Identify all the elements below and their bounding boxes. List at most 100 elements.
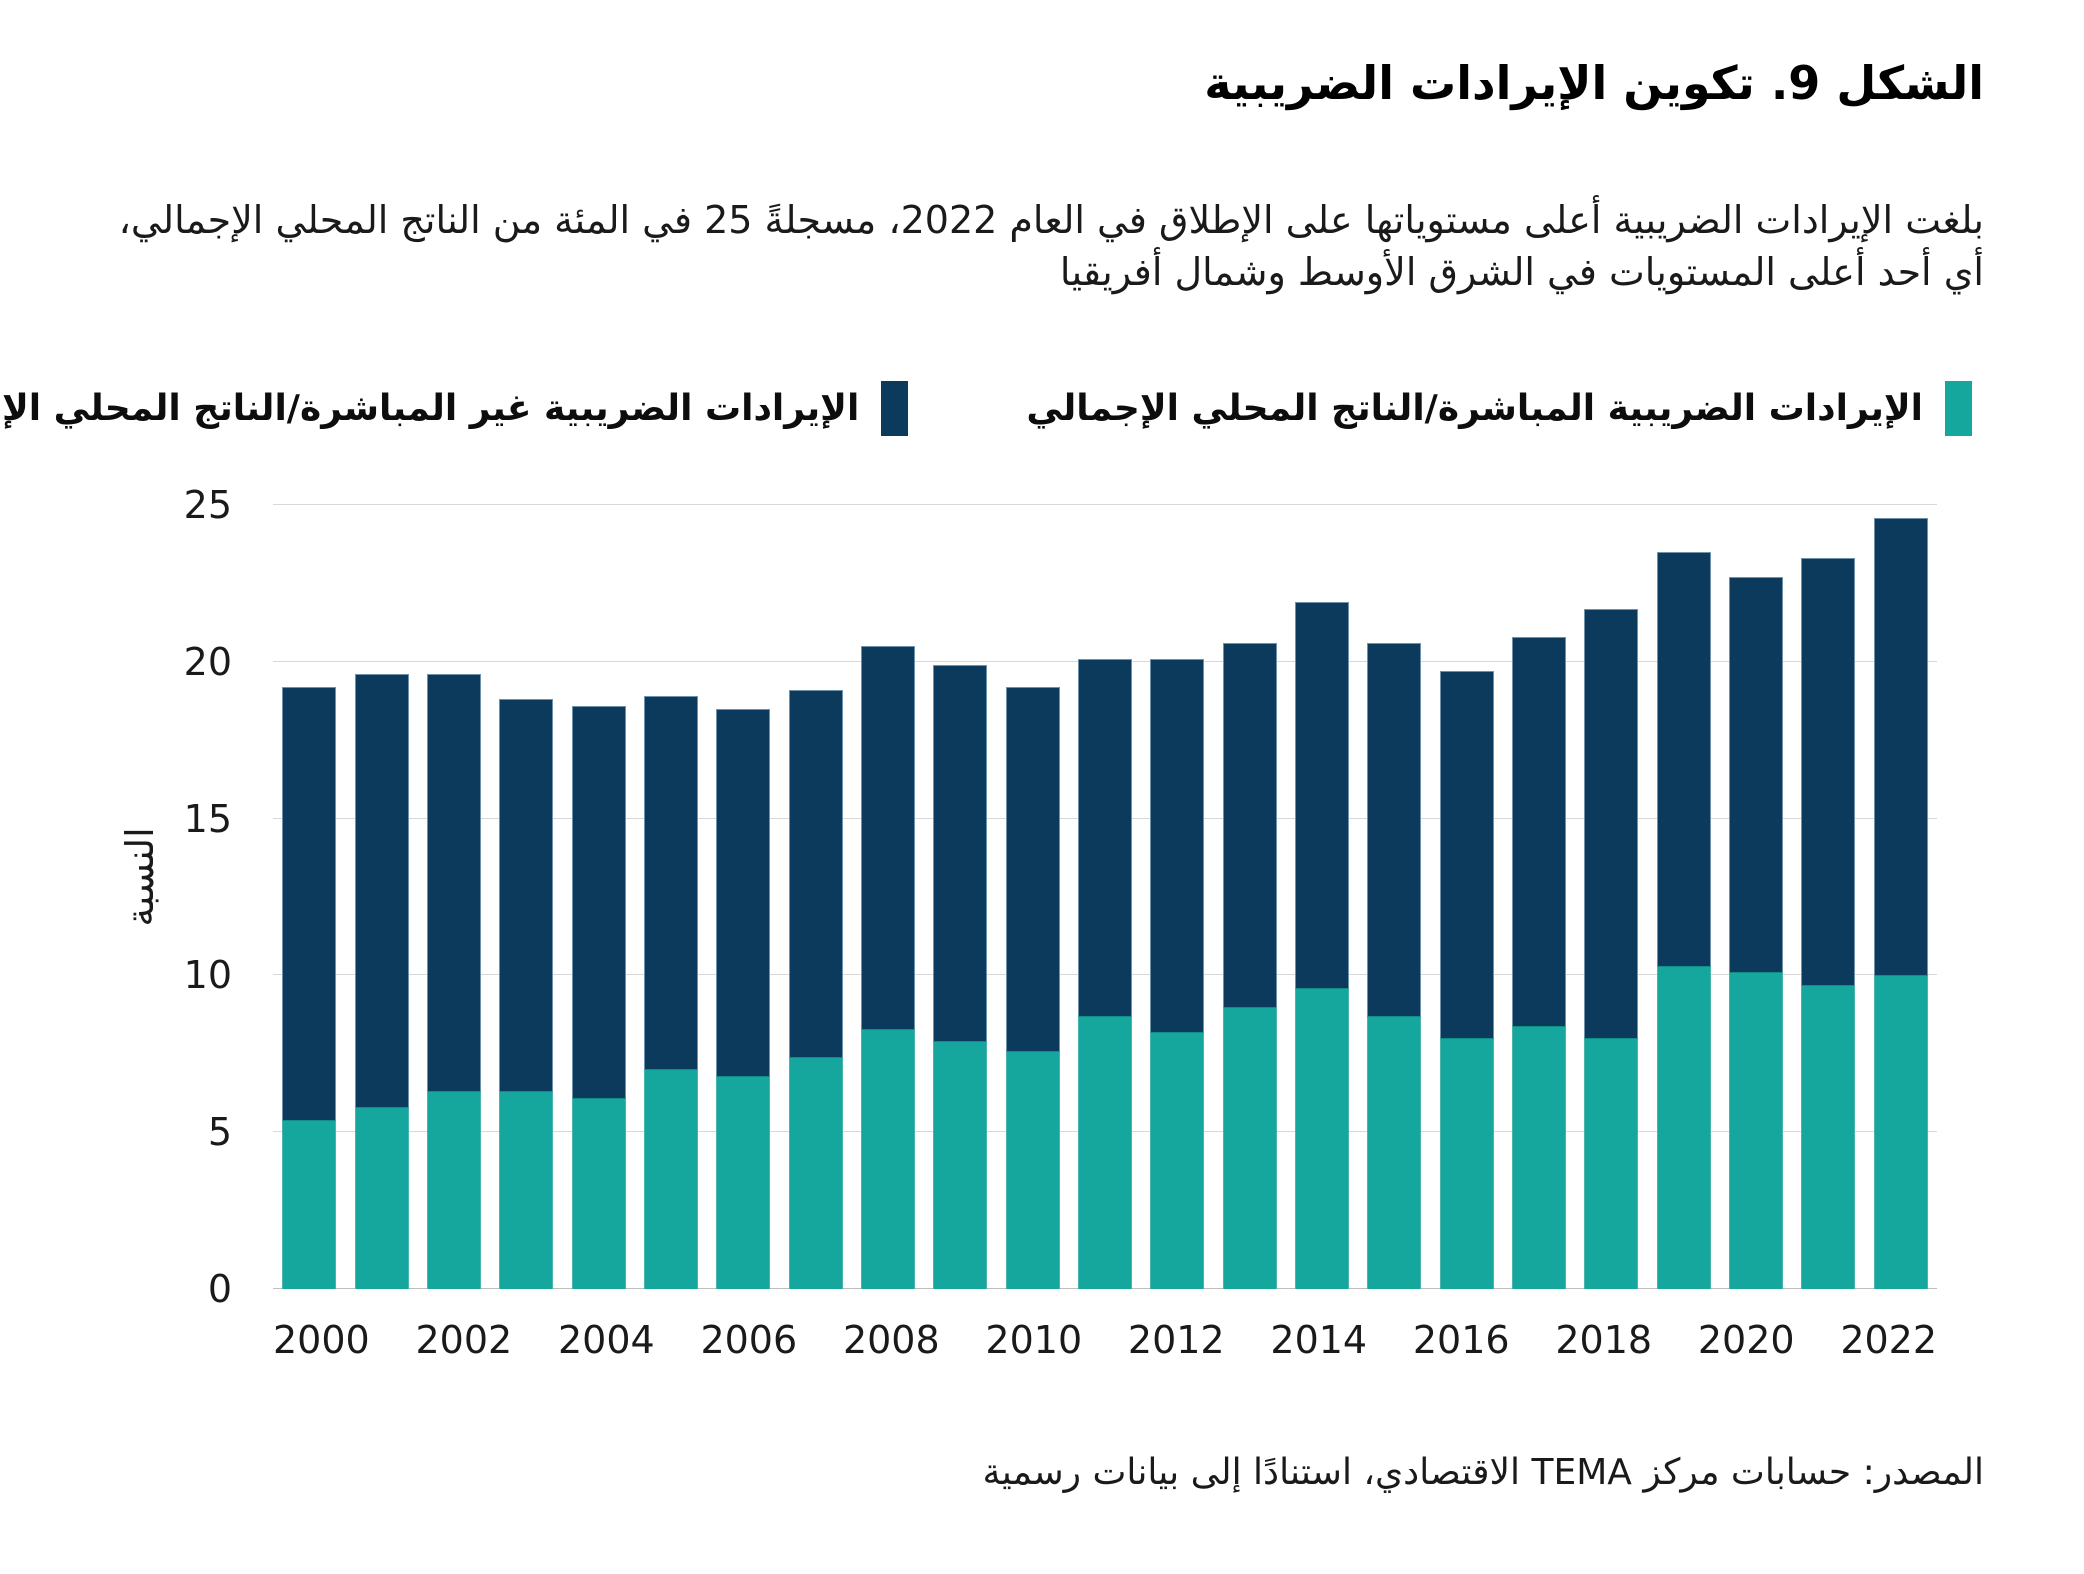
bar-2014	[1294, 505, 1349, 1289]
bar-2004-segment-indirect	[571, 705, 626, 1098]
bar-2005-segment-direct	[643, 1069, 698, 1289]
legend-swatch-direct-icon	[1945, 381, 1972, 436]
bar-2022	[1873, 505, 1928, 1289]
bar-slot-2008	[852, 505, 924, 1289]
bar-2009-segment-direct	[933, 1041, 988, 1289]
bar-2015-segment-indirect	[1367, 643, 1422, 1017]
bar-2012	[1150, 505, 1205, 1289]
x-tick-label-2016: 2016	[1412, 1318, 1510, 1362]
bar-2004	[571, 505, 626, 1289]
bar-2014-segment-indirect	[1294, 602, 1349, 988]
chart-legend: الإيرادات الضريبية المباشرة/الناتج المحل…	[0, 381, 1972, 436]
bar-2020	[1729, 505, 1784, 1289]
bar-2001	[354, 505, 409, 1289]
gridline-25	[273, 504, 1937, 505]
x-tick-label-2022: 2022	[1840, 1318, 1938, 1362]
bar-2016-segment-direct	[1439, 1038, 1494, 1289]
x-tick-label-2014: 2014	[1270, 1318, 1368, 1362]
x-tick-label-2020: 2020	[1697, 1318, 1795, 1362]
x-tick-label-2008: 2008	[842, 1318, 940, 1362]
bar-slot-2014	[1286, 505, 1358, 1289]
figure-subtitle: بلغت الإيرادات الضريبية أعلى مستوياتها ع…	[118, 198, 1984, 295]
bar-2002-segment-direct	[426, 1091, 481, 1289]
bar-2011	[1077, 505, 1132, 1289]
bar-2011-segment-indirect	[1077, 658, 1132, 1017]
x-tick-label-2006: 2006	[700, 1318, 798, 1362]
x-tick-empty	[370, 1318, 416, 1368]
legend-swatch-indirect-icon	[881, 381, 909, 436]
bar-2015-segment-direct	[1367, 1016, 1422, 1289]
bar-2017-segment-indirect	[1512, 636, 1567, 1026]
bar-2014-segment-direct	[1294, 987, 1349, 1289]
bar-2019-segment-direct	[1656, 966, 1711, 1289]
bar-slot-2006	[707, 505, 779, 1289]
x-tick-empty	[512, 1318, 558, 1368]
x-tick-empty	[1795, 1318, 1841, 1368]
bar-2000-segment-direct	[282, 1119, 337, 1289]
bar-2007-segment-direct	[788, 1056, 843, 1289]
legend-item-direct: الإيرادات الضريبية المباشرة/الناتج المحل…	[1026, 381, 1972, 436]
x-tick-label-2000: 2000	[273, 1318, 370, 1362]
bar-slot-2015	[1358, 505, 1430, 1289]
legend-label-direct: الإيرادات الضريبية المباشرة/الناتج المحل…	[1026, 388, 1923, 429]
bar-slot-2007	[779, 505, 851, 1289]
bar-slot-2012	[1141, 505, 1213, 1289]
y-tick-label-25: 25	[183, 483, 232, 527]
bar-2009-segment-indirect	[933, 664, 988, 1042]
bar-2020-segment-direct	[1729, 972, 1784, 1289]
bar-2016	[1439, 505, 1494, 1289]
bar-2010-segment-indirect	[1005, 686, 1060, 1051]
x-axis-tick-labels: 2000 2002 2004 2006 2008 2010 2012 2014 2016 2018…	[273, 1318, 1937, 1368]
bar-2010-segment-direct	[1005, 1050, 1060, 1289]
bar-slot-2002	[418, 505, 490, 1289]
y-tick-label-15: 15	[183, 796, 232, 841]
bar-2005	[643, 505, 698, 1289]
bar-2008	[860, 505, 915, 1289]
bar-2018	[1584, 505, 1639, 1289]
bar-2016-segment-indirect	[1439, 671, 1494, 1039]
bar-2017	[1512, 505, 1567, 1289]
bar-slot-2021	[1792, 505, 1864, 1289]
y-tick-label-20: 20	[183, 639, 232, 684]
bar-2000-segment-indirect	[282, 686, 337, 1120]
bar-slot-2022	[1865, 505, 1937, 1289]
legend-label-indirect: الإيرادات الضريبية غير المباشرة/الناتج ا…	[0, 388, 860, 429]
x-tick-label-2010: 2010	[985, 1318, 1083, 1362]
bar-2019-segment-indirect	[1656, 552, 1711, 966]
bar-slot-2000	[273, 505, 345, 1289]
bar-slot-2009	[924, 505, 996, 1289]
bar-2022-segment-direct	[1873, 975, 1928, 1289]
bar-slot-2018	[1575, 505, 1647, 1289]
bar-slot-2013	[1213, 505, 1285, 1289]
bar-2011-segment-direct	[1077, 1016, 1132, 1289]
bar-slot-2011	[1069, 505, 1141, 1289]
x-tick-empty	[940, 1318, 986, 1368]
y-axis-tick-labels: 0 5 10 15 20 25	[60, 483, 232, 1311]
bar-2005-segment-indirect	[643, 696, 698, 1070]
bar-slot-2005	[635, 505, 707, 1289]
x-tick-empty	[1367, 1318, 1413, 1368]
bar-2006-segment-direct	[716, 1075, 771, 1289]
source-note: المصدر: حسابات مركز TEMA الاقتصادي، استن…	[982, 1452, 1984, 1493]
bar-2021-segment-indirect	[1801, 558, 1856, 985]
bar-slot-2001	[345, 505, 417, 1289]
x-tick-label-2002: 2002	[415, 1318, 513, 1362]
bar-2001-segment-direct	[354, 1107, 409, 1289]
bar-slot-2017	[1503, 505, 1575, 1289]
bar-slot-2004	[562, 505, 634, 1289]
x-tick-empty	[1225, 1318, 1271, 1368]
bar-2008-segment-indirect	[860, 646, 915, 1029]
x-tick-label-2012: 2012	[1127, 1318, 1225, 1362]
x-tick-label-2004: 2004	[557, 1318, 655, 1362]
y-tick-label-10: 10	[183, 953, 232, 998]
bar-2021	[1801, 505, 1856, 1289]
bar-2000	[282, 505, 337, 1289]
bar-slot-2019	[1648, 505, 1720, 1289]
bar-2020-segment-indirect	[1729, 577, 1784, 973]
bar-2013	[1222, 505, 1277, 1289]
y-tick-label-0: 0	[207, 1267, 232, 1311]
bar-2012-segment-indirect	[1150, 658, 1205, 1032]
bar-2002	[426, 505, 481, 1289]
bar-2021-segment-direct	[1801, 984, 1856, 1289]
